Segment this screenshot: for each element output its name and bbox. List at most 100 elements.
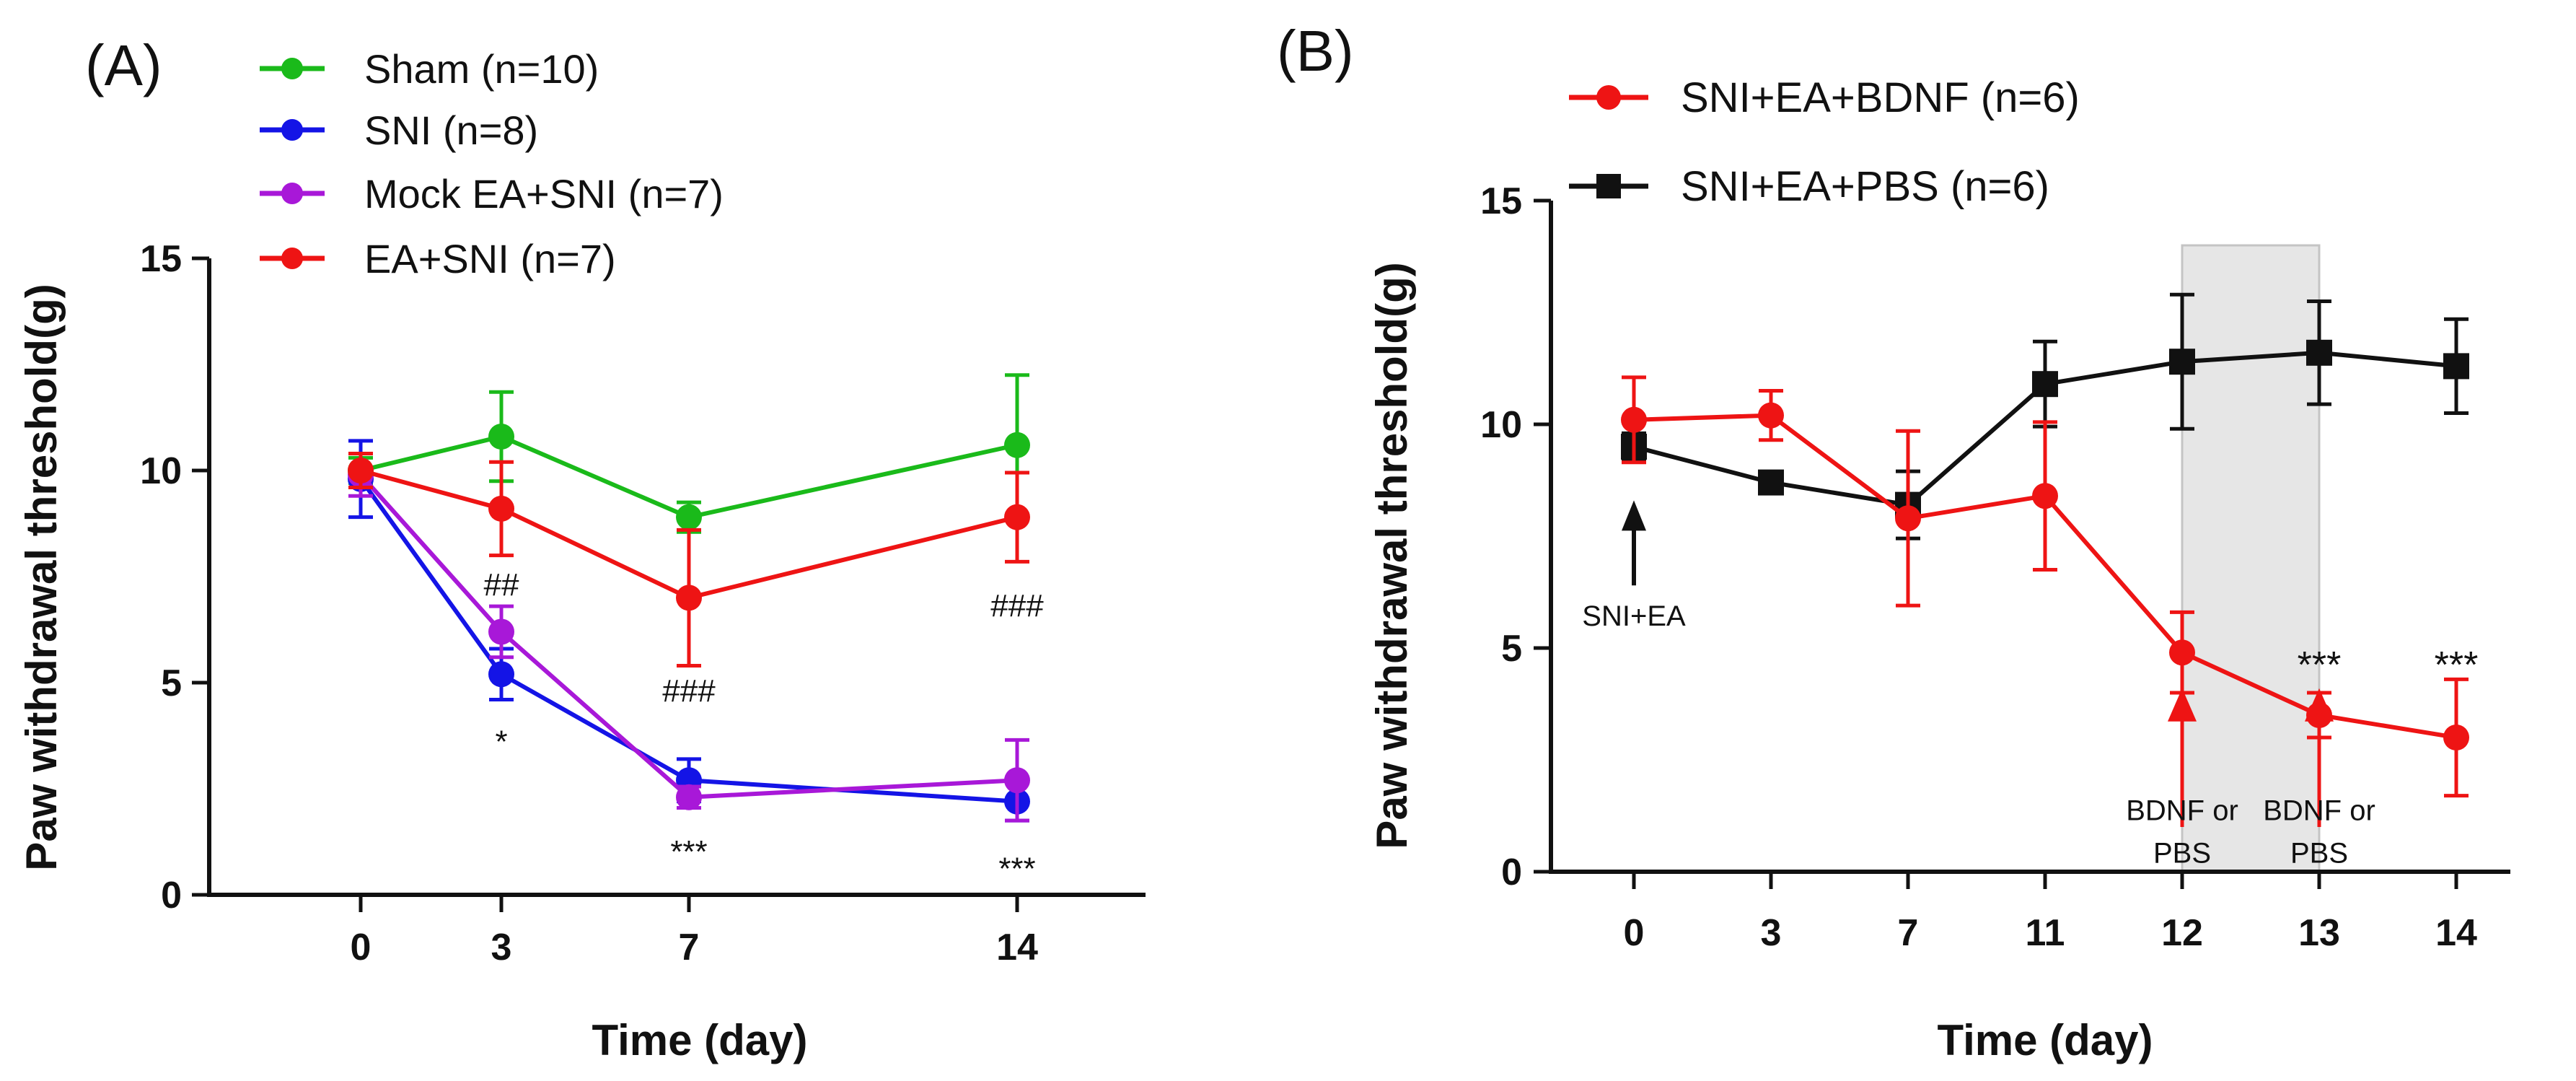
data-point — [1004, 504, 1030, 530]
y-tick-label: 15 — [1480, 180, 1522, 222]
x-tick-label: 0 — [351, 927, 372, 968]
data-point — [2032, 371, 2058, 398]
legend-marker-ea-sni — [281, 248, 303, 269]
panel-a-legend: Sham (n=10) SNI (n=8) Mock EA+SNI (n=7) … — [260, 46, 724, 281]
legend-marker-sni-ea-pbs — [1596, 174, 1621, 198]
panel-a-label: (A) — [85, 33, 162, 97]
panel-a: (A) Sham (n=10) SNI (n=8) Mock EA+SNI (n… — [17, 33, 1146, 1064]
series-sni-ea-bdnf-n-6 — [1621, 375, 2469, 798]
panel-b-arrows: SNI+EA BDNF or PBS BDNF or PBS — [1582, 500, 2375, 870]
legend-label-sni-ea-pbs: SNI+EA+PBS (n=6) — [1681, 163, 2049, 210]
data-point — [1621, 406, 1647, 433]
x-tick-label: 7 — [679, 927, 700, 968]
panel-a-x-axis-label: Time (day) — [592, 1016, 808, 1064]
panel-b-shaded-region — [2181, 244, 2321, 873]
panel-b-y-axis-label: Paw withdrawal threshold(g) — [1368, 262, 1416, 849]
data-point — [488, 618, 514, 645]
arrow-head — [2305, 688, 2334, 722]
data-point — [1895, 505, 1921, 532]
x-tick-label: 13 — [2298, 912, 2340, 954]
legend-marker-mock-ea-sni — [281, 183, 303, 204]
y-tick-label: 0 — [161, 875, 182, 916]
arrow-bdnf-or-12: BDNF or PBS — [2126, 688, 2238, 870]
data-point — [1758, 469, 1784, 496]
arrow-label-line1: BDNF or — [2263, 795, 2375, 827]
series-sham-n-10 — [348, 373, 1030, 534]
panel-b-annotations: *** *** — [2298, 644, 2479, 686]
data-point — [1004, 432, 1030, 458]
legend-label-sni-ea-bdnf: SNI+EA+BDNF (n=6) — [1681, 74, 2080, 121]
x-tick-label: 12 — [2161, 912, 2203, 954]
data-point — [2032, 483, 2058, 509]
shaded-region-rect — [2181, 244, 2321, 873]
x-tick-label: 3 — [491, 927, 512, 968]
panel-b-x-ticks: 0 3 7 11 12 13 14 — [1624, 872, 2477, 954]
data-point — [1758, 402, 1784, 429]
legend-label-sni: SNI (n=8) — [364, 108, 538, 153]
legend-item-sni-ea-pbs: SNI+EA+PBS (n=6) — [1569, 163, 2049, 210]
x-tick-label: 14 — [996, 927, 1038, 968]
panel-a-x-ticks: 0 3 7 14 — [351, 895, 1038, 968]
panel-a-y-axis-label: Paw withdrawal threshold(g) — [17, 284, 66, 870]
data-point — [488, 495, 514, 522]
significance-mark: *** — [2435, 644, 2479, 686]
data-point — [676, 585, 702, 611]
y-tick-label: 10 — [140, 450, 182, 492]
data-point — [488, 423, 514, 450]
y-tick-label: 10 — [1480, 404, 1522, 446]
x-tick-label: 11 — [2026, 912, 2065, 954]
arrow-label-line2: PBS — [2290, 838, 2348, 870]
y-tick-label: 0 — [1501, 852, 1522, 893]
panel-b-legend: SNI+EA+BDNF (n=6) SNI+EA+PBS (n=6) — [1569, 74, 2080, 210]
significance-mark: ### — [990, 588, 1044, 623]
data-point — [1004, 767, 1030, 794]
x-tick-label: 7 — [1898, 912, 1919, 954]
significance-mark: ### — [662, 673, 716, 709]
legend-label-mock-ea-sni: Mock EA+SNI (n=7) — [364, 171, 724, 216]
panel-a-y-ticks: 0 5 10 15 — [140, 238, 209, 916]
data-point — [2443, 725, 2469, 750]
data-point — [488, 661, 514, 688]
series-line — [360, 434, 1018, 520]
arrow-head — [1622, 500, 1646, 531]
data-point — [2169, 349, 2195, 375]
arrow-label: SNI+EA — [1582, 600, 1686, 632]
panel-a-series — [348, 373, 1030, 823]
panel-b-series — [1621, 292, 2469, 798]
legend-item-sham: Sham (n=10) — [260, 46, 599, 92]
series-ea-sni-n-7 — [348, 451, 1030, 668]
legend-marker-sni-ea-bdnf — [1596, 85, 1621, 110]
y-tick-label: 5 — [161, 662, 182, 704]
panel-b-label: (B) — [1277, 19, 1354, 83]
legend-item-mock-ea-sni: Mock EA+SNI (n=7) — [260, 171, 724, 216]
y-tick-label: 15 — [140, 238, 182, 280]
data-point — [2169, 639, 2195, 666]
panel-b-x-axis-label: Time (day) — [1938, 1016, 2153, 1064]
legend-label-sham: Sham (n=10) — [364, 46, 599, 92]
series-sni-ea-pbs-n-6 — [1621, 292, 2469, 540]
arrow-bdnf-or-13: BDNF or PBS — [2263, 688, 2375, 870]
x-tick-label: 0 — [1624, 912, 1645, 954]
data-point — [676, 784, 702, 810]
panel-b-y-ticks: 0 5 10 15 — [1480, 180, 1551, 893]
series-line — [359, 473, 1018, 800]
panel-a-annotations: ## * ### *** ### *** — [484, 567, 1045, 887]
legend-label-ea-sni: EA+SNI (n=7) — [364, 236, 616, 281]
legend-marker-sni — [281, 119, 303, 141]
arrow-label-line2: PBS — [2153, 838, 2211, 870]
significance-mark: *** — [670, 834, 707, 870]
legend-item-sni: SNI (n=8) — [260, 108, 538, 153]
legend-item-ea-sni: EA+SNI (n=7) — [260, 236, 616, 281]
data-point — [2306, 339, 2332, 366]
significance-mark: *** — [998, 852, 1035, 887]
legend-item-sni-ea-bdnf: SNI+EA+BDNF (n=6) — [1569, 74, 2080, 121]
significance-mark: ## — [484, 567, 519, 603]
series-line — [360, 468, 1018, 600]
y-tick-label: 5 — [1501, 628, 1522, 670]
significance-mark: *** — [2298, 644, 2342, 686]
panel-b: (B) SNI+EA+BDNF (n=6) SNI+EA+PBS (n=6) 0… — [1277, 19, 2510, 1064]
data-point — [348, 458, 374, 483]
legend-marker-sham — [281, 58, 303, 79]
x-tick-label: 14 — [2435, 912, 2477, 954]
